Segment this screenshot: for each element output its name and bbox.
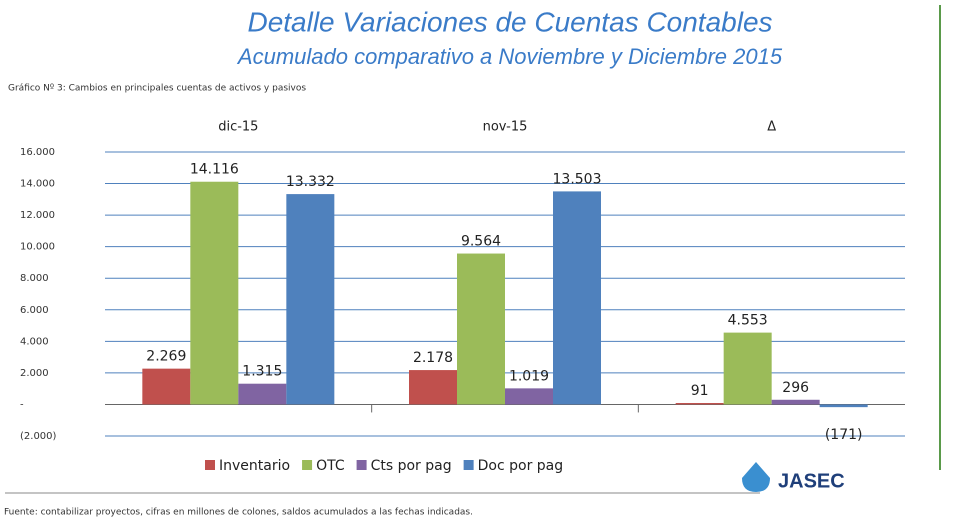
data-label: 14.116 bbox=[190, 162, 239, 178]
bar bbox=[553, 191, 601, 405]
y-tick-label: (2.000) bbox=[20, 431, 57, 442]
y-tick-label: 12.000 bbox=[20, 210, 55, 221]
bar bbox=[286, 194, 335, 405]
chart-caption: Gráfico Nº 3: Cambios en principales cue… bbox=[8, 84, 306, 94]
y-tick-label: 2.000 bbox=[20, 368, 49, 379]
data-label: 1.019 bbox=[509, 368, 549, 384]
legend-label: Doc por pag bbox=[478, 458, 564, 474]
logo-icon bbox=[742, 462, 770, 492]
bar bbox=[142, 368, 191, 405]
legend-swatch bbox=[356, 460, 367, 470]
bar bbox=[819, 404, 868, 408]
data-label: 9.564 bbox=[461, 234, 501, 250]
y-tick-label: 14.000 bbox=[20, 179, 55, 190]
y-tick-label: 6.000 bbox=[20, 305, 49, 316]
data-label: 13.332 bbox=[286, 174, 335, 190]
data-label: 13.503 bbox=[553, 171, 602, 187]
bar bbox=[723, 332, 772, 405]
y-tick-label: - bbox=[20, 399, 24, 410]
slide-title: Detalle Variaciones de Cuentas Contables bbox=[247, 6, 772, 37]
legend-label: Cts por pag bbox=[371, 458, 452, 474]
bar bbox=[675, 403, 724, 405]
y-tick-label: 16.000 bbox=[20, 147, 55, 158]
category-label: Δ bbox=[767, 120, 776, 135]
bar bbox=[238, 383, 287, 405]
category-label: dic-15 bbox=[218, 120, 258, 135]
slide-subtitle: Acumulado comparativo a Noviembre y Dici… bbox=[236, 44, 783, 69]
bar bbox=[409, 370, 457, 405]
data-label: 2.269 bbox=[146, 349, 186, 365]
data-label: 296 bbox=[782, 380, 809, 396]
data-label: 4.553 bbox=[728, 313, 768, 329]
legend-label: OTC bbox=[316, 458, 345, 474]
bar bbox=[190, 181, 239, 405]
data-label: 2.178 bbox=[413, 350, 453, 366]
y-tick-label: 4.000 bbox=[20, 336, 49, 347]
data-label: (171) bbox=[825, 427, 863, 443]
logo-text: JASEC bbox=[778, 470, 845, 492]
footer-note: Fuente: contabilizar proyectos, cifras e… bbox=[4, 508, 473, 518]
legend-swatch bbox=[302, 460, 313, 470]
bar bbox=[505, 388, 553, 405]
y-tick-label: 8.000 bbox=[20, 273, 49, 284]
data-label: 1.315 bbox=[242, 364, 282, 380]
bar bbox=[457, 253, 505, 405]
legend-label: Inventario bbox=[219, 458, 290, 474]
legend-swatch bbox=[205, 460, 215, 470]
bar bbox=[771, 399, 820, 405]
data-label: 91 bbox=[691, 383, 709, 399]
legend-swatch bbox=[463, 460, 474, 470]
category-label: nov-15 bbox=[483, 120, 528, 135]
y-tick-label: 10.000 bbox=[20, 242, 55, 253]
